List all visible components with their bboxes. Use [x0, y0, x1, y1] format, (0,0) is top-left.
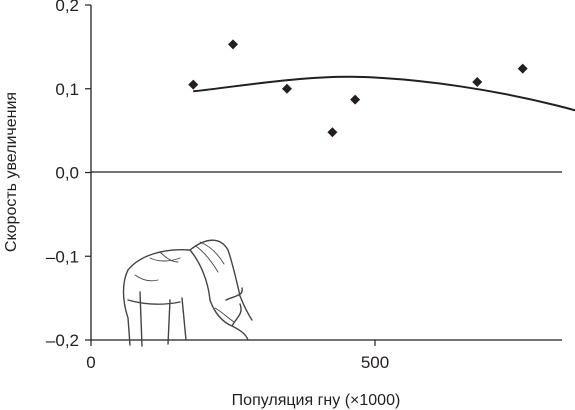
y-tick-label: –0,2: [46, 331, 79, 350]
x-ticks: 050010001500: [86, 340, 389, 372]
x-axis-label: Популяция гну (×1000): [232, 392, 401, 409]
data-point-4: [350, 94, 361, 105]
y-tick-label: –0,1: [46, 247, 79, 266]
y-ticks: 0,2 0,1 0,0 –0,1 –0,2: [46, 0, 91, 350]
x-tick-label: 0: [86, 353, 95, 372]
y-tick-label: 0,1: [55, 80, 79, 99]
wildebeest-illustration: [122, 239, 253, 347]
data-point-1: [228, 39, 238, 50]
axes: [90, 5, 562, 341]
data-point-5: [472, 77, 483, 88]
y-axis-label: Скорость увеличения: [3, 92, 20, 252]
data-point-0: [188, 79, 199, 90]
data-point-3: [327, 127, 338, 138]
y-tick-label: 0,0: [55, 164, 79, 183]
data-point-2: [281, 83, 292, 94]
data-points: [188, 39, 528, 138]
y-tick-label: 0,2: [55, 0, 79, 15]
data-point-6: [517, 63, 528, 74]
x-tick-label: 500: [361, 353, 389, 372]
fit-curve: [193, 75, 575, 112]
